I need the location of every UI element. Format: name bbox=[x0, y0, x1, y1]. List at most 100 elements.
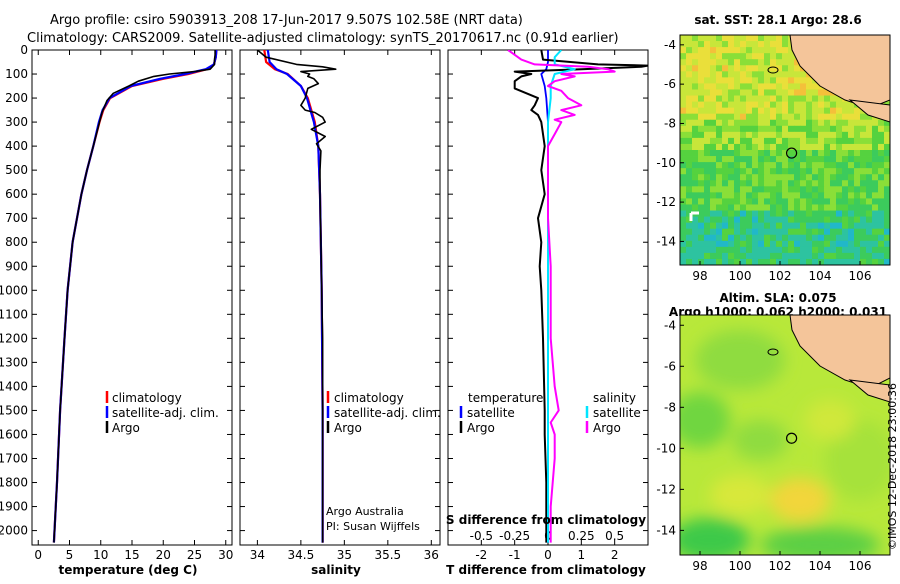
imos-credit: ©IMOS 12-Dec-2018 23:00:36 bbox=[886, 383, 899, 550]
depth-tick-label: 1900 bbox=[0, 500, 28, 514]
salinity-x-axis: 34 34.5 35 35.5 36 bbox=[250, 50, 439, 562]
depth-tick-label: 600 bbox=[5, 187, 28, 201]
map-y-tick-label: -6 bbox=[664, 77, 676, 91]
depth-axis: 0 100 200 300 400 500 600 700 800 900 1000 1100 1200… bbox=[0, 43, 648, 538]
x-tick-label: 15 bbox=[124, 548, 139, 562]
sla-map bbox=[680, 315, 890, 555]
x-tick-label: 10 bbox=[93, 548, 108, 562]
legend-label-s-argo: Argo bbox=[593, 421, 621, 435]
depth-tick-label: 2000 bbox=[0, 524, 28, 538]
credit-argo-australia: Argo Australia bbox=[326, 505, 404, 518]
map-y-tick-label: -12 bbox=[656, 195, 676, 209]
x-tick-label: 20 bbox=[156, 548, 171, 562]
depth-tick-label: 1300 bbox=[0, 355, 28, 369]
series-line-satellite-adj-clim- bbox=[266, 50, 324, 543]
depth-tick-label: 1700 bbox=[0, 451, 28, 465]
title-line-2: Climatology: CARS2009. Satellite-adjuste… bbox=[27, 31, 619, 46]
x-tick-label: 30 bbox=[218, 548, 233, 562]
depth-tick-label: 1400 bbox=[0, 379, 28, 393]
legend-label-argo: Argo bbox=[112, 421, 140, 435]
s-tick-label: 0.5 bbox=[605, 529, 624, 543]
sla-field bbox=[680, 330, 890, 555]
sst-map bbox=[680, 35, 890, 265]
sumatra-coast bbox=[789, 35, 890, 109]
depth-tick-label: 200 bbox=[5, 91, 28, 105]
x-tick-label: 2 bbox=[611, 548, 619, 562]
x-tick-label: -1 bbox=[509, 548, 521, 562]
depth-tick-label: 100 bbox=[5, 67, 28, 81]
depth-tick-label: 500 bbox=[5, 163, 28, 177]
map-y-tick-label: -8 bbox=[664, 116, 676, 130]
map-x-tick-label: 104 bbox=[809, 269, 832, 283]
x-tick-label: 25 bbox=[187, 548, 202, 562]
island-outline bbox=[767, 66, 779, 74]
legend-label-climatology: climatology bbox=[334, 391, 404, 405]
s-difference-x-label: S difference from climatology bbox=[446, 513, 646, 527]
s-difference-x-axis: -0.5 -0.25 0 0.25 0.5 bbox=[470, 529, 625, 543]
sla-map-title-1: Altim. SLA: 0.075 bbox=[719, 291, 836, 305]
difference-x-label: T difference from climatology bbox=[446, 563, 646, 577]
map-y-tick-label: -12 bbox=[656, 482, 676, 496]
map-x-tick-label: 104 bbox=[809, 559, 832, 573]
s-tick-label: 0.25 bbox=[568, 529, 595, 543]
s-tick-label: -0.5 bbox=[470, 529, 493, 543]
difference-series bbox=[507, 50, 648, 543]
difference-legend: temperature satellite Argo salinity sate… bbox=[459, 391, 641, 435]
map-x-tick-label: 106 bbox=[849, 269, 872, 283]
depth-tick-label: 0 bbox=[20, 43, 28, 57]
sst-field bbox=[680, 35, 890, 265]
depth-tick-label: 700 bbox=[5, 211, 28, 225]
map-x-tick-label: 102 bbox=[769, 269, 792, 283]
map-y-tick-label: -6 bbox=[664, 359, 676, 373]
sla-map-axes: 98 100 102 104 106 -4 -6 -8 -10 -12 -14 bbox=[656, 318, 871, 573]
temperature-x-axis: 0 5 10 15 20 25 30 bbox=[34, 50, 233, 562]
depth-tick-label: 1100 bbox=[0, 307, 28, 321]
depth-tick-label: 1500 bbox=[0, 403, 28, 417]
map-x-tick-label: 100 bbox=[729, 269, 752, 283]
depth-tick-label: 900 bbox=[5, 259, 28, 273]
sumatra-coast bbox=[789, 315, 890, 389]
legend-label-s-satellite: satellite bbox=[593, 406, 641, 420]
credit-pi: PI: Susan Wijffels bbox=[326, 520, 420, 533]
s-tick-label: -0.25 bbox=[499, 529, 530, 543]
legend-label-satellite: satellite-adj. clim. bbox=[334, 406, 441, 420]
legend-label-argo: Argo bbox=[334, 421, 362, 435]
java-coast bbox=[848, 379, 890, 403]
java-coast bbox=[848, 99, 890, 123]
title-line-1: Argo profile: csiro 5903913_208 17-Jun-2… bbox=[50, 13, 523, 28]
map-x-tick-label: 98 bbox=[692, 559, 707, 573]
series-line-climatology bbox=[52, 50, 218, 543]
depth-tick-label: 300 bbox=[5, 115, 28, 129]
temperature-panel-frame bbox=[31, 49, 233, 546]
x-tick-label: 34 bbox=[250, 548, 265, 562]
salinity-x-label: salinity bbox=[311, 563, 361, 577]
legend-heading-temperature: temperature bbox=[468, 391, 543, 405]
sla-map-frame bbox=[679, 314, 891, 556]
map-y-tick-label: -14 bbox=[656, 234, 676, 248]
map-y-tick-label: -10 bbox=[656, 441, 676, 455]
series-line-t-argo bbox=[513, 50, 648, 543]
depth-tick-label: 400 bbox=[5, 139, 28, 153]
x-tick-label: 35 bbox=[337, 548, 352, 562]
map-marker bbox=[689, 211, 699, 221]
sst-map-frame bbox=[679, 34, 891, 266]
temperature-x-label: temperature (deg C) bbox=[59, 563, 198, 577]
series-line-satellite-adj-clim- bbox=[52, 50, 218, 543]
x-tick-label: 5 bbox=[66, 548, 74, 562]
legend-label-satellite: satellite-adj. clim. bbox=[112, 406, 219, 420]
legend-heading-salinity: salinity bbox=[593, 391, 636, 405]
x-tick-label: 36 bbox=[424, 548, 439, 562]
argo-position-marker bbox=[785, 432, 798, 444]
depth-tick-label: 1600 bbox=[0, 427, 28, 441]
salinity-panel-frame bbox=[239, 49, 441, 546]
x-tick-label: 0 bbox=[34, 548, 42, 562]
x-tick-label: 1 bbox=[578, 548, 586, 562]
series-line-argo bbox=[53, 50, 216, 543]
map-y-tick-label: -4 bbox=[664, 318, 676, 332]
map-x-tick-label: 106 bbox=[849, 559, 872, 573]
t-difference-x-axis: -2 -1 0 1 2 bbox=[475, 50, 618, 562]
salinity-legend: climatology satellite-adj. clim. Argo bbox=[326, 391, 441, 435]
temperature-series bbox=[52, 50, 218, 543]
x-tick-label: 0 bbox=[544, 548, 552, 562]
